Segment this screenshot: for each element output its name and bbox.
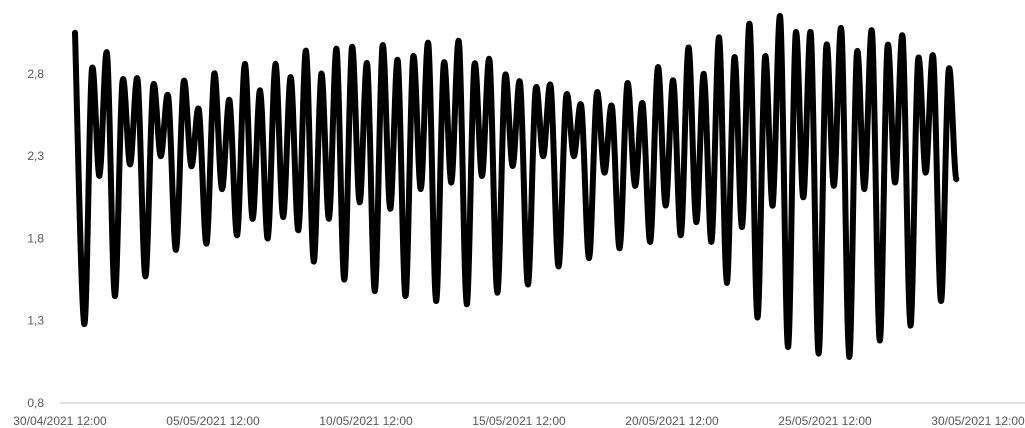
x-tick-label: 30/04/2021 12:00 bbox=[13, 414, 107, 428]
x-tick-label: 15/05/2021 12:00 bbox=[472, 414, 566, 428]
y-axis-ticks: 0,8 1,3 1,8 2,3 2,8 bbox=[27, 67, 44, 410]
plot-area bbox=[72, 13, 960, 360]
x-tick-label: 10/05/2021 12:00 bbox=[319, 414, 413, 428]
y-tick-label: 0,8 bbox=[27, 396, 44, 410]
x-tick-label: 20/05/2021 12:00 bbox=[625, 414, 719, 428]
x-tick-label: 05/05/2021 12:00 bbox=[166, 414, 260, 428]
series-line bbox=[72, 13, 960, 360]
y-tick-label: 1,3 bbox=[27, 314, 44, 328]
x-tick-label: 30/05/2021 12:00 bbox=[931, 414, 1025, 428]
y-tick-label: 2,8 bbox=[27, 67, 44, 81]
y-tick-label: 2,3 bbox=[27, 149, 44, 163]
x-axis-ticks: 30/04/2021 12:00 05/05/2021 12:00 10/05/… bbox=[13, 414, 1025, 428]
y-tick-label: 1,8 bbox=[27, 231, 44, 245]
x-tick-label: 25/05/2021 12:00 bbox=[778, 414, 872, 428]
